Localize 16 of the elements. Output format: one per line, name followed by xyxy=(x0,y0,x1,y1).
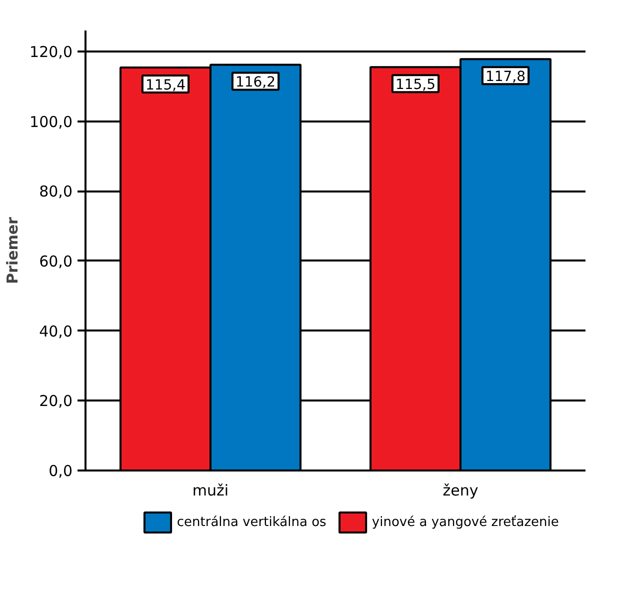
y-tick-label: 120,0 xyxy=(30,42,73,61)
y-axis-title: Priemer xyxy=(4,216,22,284)
y-tick-label: 80,0 xyxy=(39,182,73,201)
y-tick-label: 20,0 xyxy=(39,392,73,410)
data-label: 116,2 xyxy=(235,74,276,91)
y-tick-label: 100,0 xyxy=(30,112,73,131)
y-tick-label: 40,0 xyxy=(39,322,73,340)
legend-label: centrálna vertikálna os xyxy=(176,515,327,530)
x-tick-label: ženy xyxy=(442,482,478,500)
y-tick-label: 60,0 xyxy=(39,252,73,270)
x-tick-label: muži xyxy=(192,482,229,500)
data-label: 115,5 xyxy=(395,77,436,94)
data-label: 115,4 xyxy=(145,78,186,94)
y-tick-label: 0,0 xyxy=(48,462,73,480)
data-label: 117,8 xyxy=(485,69,526,86)
legend-label: yinové a yangové zreťazenie xyxy=(372,515,559,530)
